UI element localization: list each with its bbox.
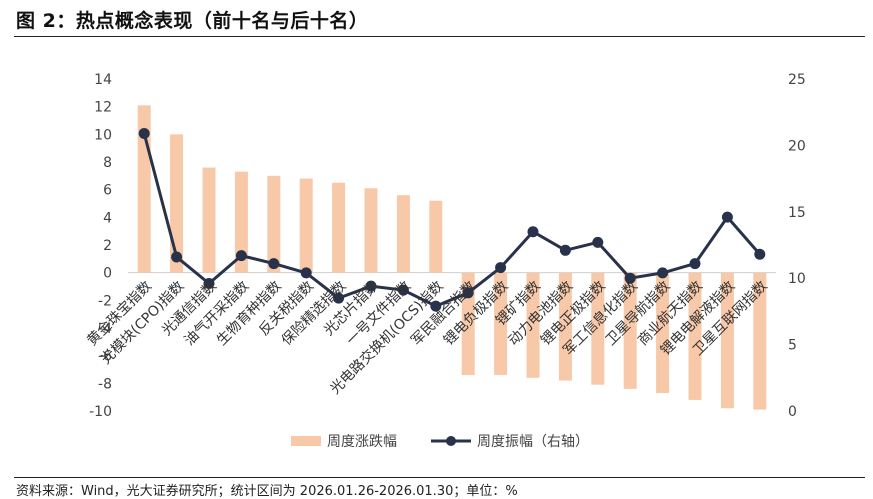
bar bbox=[753, 272, 767, 410]
bar bbox=[299, 178, 313, 273]
line-point bbox=[527, 226, 539, 238]
bar bbox=[234, 171, 248, 273]
bar bbox=[364, 188, 378, 273]
bar bbox=[526, 272, 540, 378]
bar bbox=[494, 272, 508, 376]
right-tick-label: 5 bbox=[788, 338, 797, 354]
left-tick-label: -8 bbox=[98, 376, 112, 392]
bar-series bbox=[137, 105, 767, 410]
top-rule bbox=[14, 36, 865, 37]
line-point bbox=[495, 262, 507, 274]
right-tick-label: 10 bbox=[788, 271, 806, 287]
line-point bbox=[689, 258, 701, 270]
right-tick-label: 20 bbox=[788, 138, 806, 154]
bar bbox=[688, 272, 702, 400]
line-point bbox=[171, 251, 183, 263]
left-tick-label: 10 bbox=[94, 127, 112, 143]
bar bbox=[461, 272, 475, 376]
line-point bbox=[203, 278, 215, 290]
line-point bbox=[333, 292, 345, 304]
bar bbox=[396, 195, 410, 273]
left-axis: 14 12 10 8 6 4 2 0 -2 -4 -6 -8 -10 bbox=[89, 72, 112, 420]
line-point bbox=[462, 287, 474, 299]
left-tick-label: 8 bbox=[103, 155, 112, 171]
line-point bbox=[365, 280, 377, 292]
line-point bbox=[268, 258, 280, 270]
left-tick-label: 12 bbox=[94, 100, 112, 116]
left-tick-label: -4 bbox=[98, 321, 112, 337]
line-point bbox=[624, 272, 636, 284]
left-tick-label: 14 bbox=[94, 72, 112, 88]
right-tick-label: 15 bbox=[788, 205, 806, 221]
left-tick-label: -6 bbox=[98, 349, 112, 365]
left-tick-label: -2 bbox=[98, 293, 112, 309]
left-tick-label: 6 bbox=[103, 183, 112, 199]
bar bbox=[332, 182, 346, 273]
line-point bbox=[138, 127, 150, 139]
bar bbox=[623, 272, 637, 389]
legend-bar-swatch bbox=[291, 436, 321, 446]
line-point bbox=[657, 267, 669, 279]
figure-title: 图 2：热点概念表现（前十名与后十名） bbox=[16, 10, 369, 32]
legend: 周度涨跌幅 周度振幅（右轴） bbox=[291, 434, 589, 450]
bar bbox=[558, 272, 572, 381]
right-tick-label: 25 bbox=[788, 72, 806, 88]
line-point bbox=[559, 244, 571, 256]
line-point bbox=[721, 211, 733, 223]
line-point bbox=[430, 300, 442, 312]
right-axis: 25 20 15 10 5 0 bbox=[788, 72, 806, 420]
bar bbox=[591, 272, 605, 385]
bar bbox=[202, 167, 216, 273]
legend-line-marker bbox=[446, 436, 456, 446]
legend-line-label: 周度振幅（右轴） bbox=[477, 434, 589, 450]
left-tick-label: -10 bbox=[89, 404, 112, 420]
bar bbox=[720, 272, 734, 409]
left-tick-label: 2 bbox=[103, 238, 112, 254]
line-point bbox=[235, 250, 247, 262]
bar bbox=[429, 200, 443, 273]
line-series bbox=[138, 127, 766, 312]
line-point bbox=[300, 267, 312, 279]
bar bbox=[170, 134, 184, 273]
bottom-rule bbox=[14, 477, 865, 478]
legend-bar-label: 周度涨跌幅 bbox=[327, 434, 397, 450]
left-tick-label: 0 bbox=[103, 266, 112, 282]
line-point bbox=[592, 236, 604, 248]
bar bbox=[656, 272, 670, 394]
line-point bbox=[754, 248, 766, 260]
left-tick-label: 4 bbox=[103, 210, 112, 226]
line-point bbox=[397, 284, 409, 296]
source-note: 资料来源：Wind，光大证券研究所；统计区间为 2026.01.26-2026.… bbox=[16, 484, 518, 499]
right-tick-label: 0 bbox=[788, 404, 797, 420]
bar bbox=[267, 175, 281, 273]
